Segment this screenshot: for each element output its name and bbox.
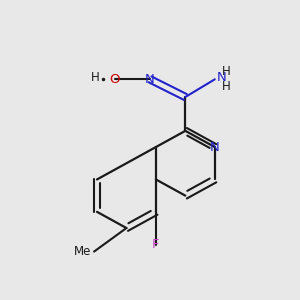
Text: H: H xyxy=(222,80,231,93)
Text: F: F xyxy=(152,238,160,251)
Text: O: O xyxy=(110,73,120,86)
Text: N: N xyxy=(145,73,155,86)
Text: N: N xyxy=(216,71,226,84)
Text: H: H xyxy=(91,71,100,84)
Text: H: H xyxy=(222,65,231,79)
Text: N: N xyxy=(210,141,220,154)
Text: Me: Me xyxy=(74,245,91,258)
